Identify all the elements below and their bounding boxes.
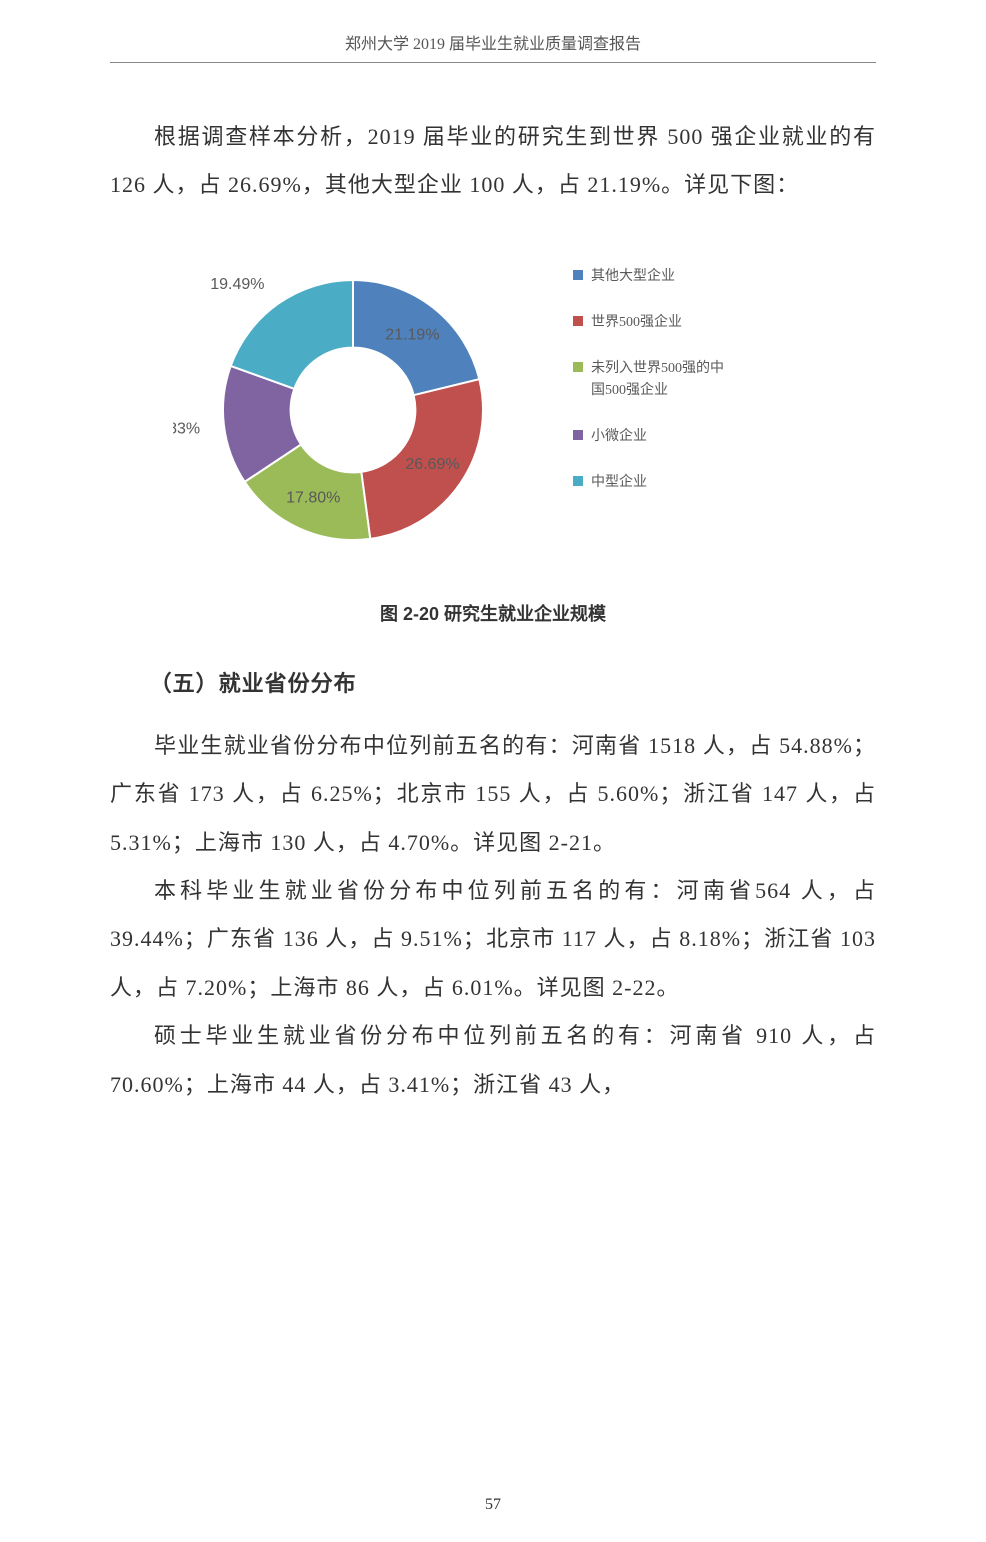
paragraph-3: 本科毕业生就业省份分布中位列前五名的有：河南省564 人，占 39.44%；广东… [110,867,876,1012]
slice-label: 17.80% [286,489,340,506]
legend-label: 世界500强企业 [591,313,682,330]
legend-marker [573,270,583,280]
header-title: 郑州大学 2019 届毕业生就业质量调查报告 [345,36,641,53]
slice-label: 21.19% [385,326,439,343]
slice-label: 19.49% [210,276,264,293]
chart-caption: 图 2-20 研究生就业企业规模 [110,600,876,626]
legend-label: 国500强企业 [591,381,668,398]
legend-marker [573,316,583,326]
donut-chart-svg: 21.19% 26.69% 17.80% 14.83% 19.49% 其他大型企业世界50… [173,240,813,580]
legend-label: 中型企业 [591,473,647,490]
slice-label: 14.83% [173,420,200,437]
legend-marker [573,476,583,486]
legend-marker [573,430,583,440]
paragraph-2: 毕业生就业省份分布中位列前五名的有：河南省 1518 人，占 54.88%；广东… [110,722,876,867]
legend-label: 其他大型企业 [591,267,675,284]
paragraph-1: 根据调查样本分析，2019 届毕业的研究生到世界 500 强企业就业的有 126… [110,113,876,210]
legend-label: 小微企业 [591,427,647,444]
donut-chart: 21.19% 26.69% 17.80% 14.83% 19.49% 其他大型企业世界50… [110,240,876,580]
section-5-title: （五）就业省份分布 [110,666,876,698]
legend-marker [573,362,583,372]
legend-label: 未列入世界500强的中 [591,360,724,376]
donut-slice [231,280,353,389]
slice-label: 26.69% [405,456,459,473]
page-header: 郑州大学 2019 届毕业生就业质量调查报告 [110,30,876,63]
paragraph-4: 硕士毕业生就业省份分布中位列前五名的有：河南省 910 人，占 70.60%；上… [110,1012,876,1109]
page-number: 57 [0,1496,986,1514]
